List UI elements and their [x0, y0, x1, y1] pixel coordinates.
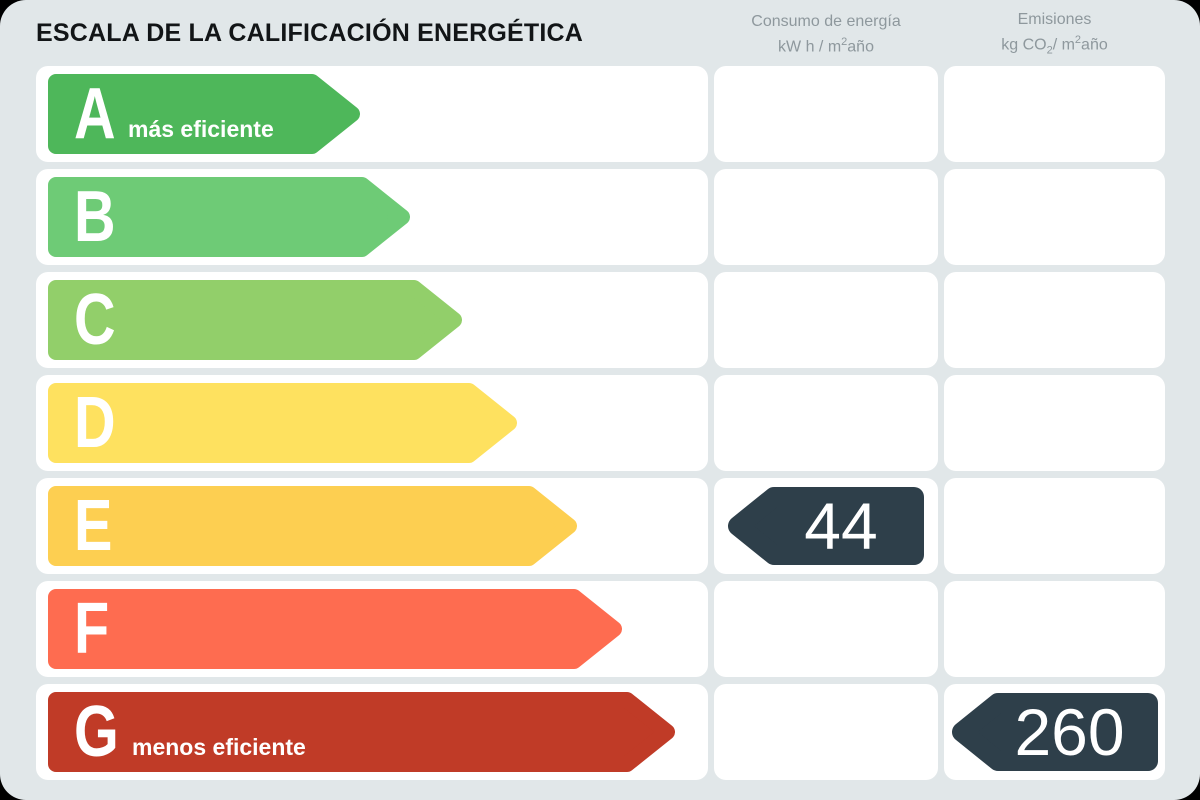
rating-row-f-bar-cell: F	[36, 581, 708, 677]
rating-letter-b: B	[74, 177, 116, 257]
emissions-value-arrow-shape	[951, 693, 1158, 771]
consumption-cell-e: 44	[714, 478, 938, 574]
emissions-column-header: Emisiones kg CO2/ m2año	[944, 6, 1165, 61]
rating-e-arrow-shape	[48, 486, 577, 566]
rating-a-arrow	[48, 74, 360, 154]
consumption-value: 44	[804, 489, 878, 563]
rating-letter-f: F	[74, 589, 110, 669]
consumption-unit-pre: kW h / m	[778, 38, 842, 56]
emissions-value-wrap: 260	[944, 684, 1165, 780]
emissions-cell-g: 260	[944, 684, 1165, 780]
consumption-unit-sup: 2	[841, 36, 848, 49]
consumption-unit-post: año	[847, 38, 874, 56]
rating-a-arrow-shape	[48, 74, 360, 154]
rating-b-arrow-shape	[48, 177, 410, 257]
rating-g-text: G menos eficiente	[74, 692, 306, 772]
rating-d-arrow	[48, 383, 517, 463]
rating-row-e-bar-cell: E	[36, 478, 708, 574]
rating-row-a-bar-cell: A más eficiente	[36, 66, 708, 162]
rating-e-text: E	[74, 486, 124, 566]
rating-a-text: A más eficiente	[74, 74, 274, 154]
rating-f-text: F	[74, 589, 120, 669]
rating-b-arrow	[48, 177, 410, 257]
rating-row-c-bar-cell: C	[36, 272, 708, 368]
emissions-cell-a	[944, 66, 1165, 162]
emissions-value-arrow: 260	[951, 693, 1158, 771]
emissions-cell-d	[944, 375, 1165, 471]
rating-c-arrow	[48, 280, 462, 360]
emissions-cell-b	[944, 169, 1165, 265]
consumption-value-arrow-shape	[728, 487, 924, 565]
consumption-cell-c	[714, 272, 938, 368]
rating-c-text: C	[74, 280, 128, 360]
emissions-value-arrow-svg	[951, 693, 1158, 771]
consumption-cell-g	[714, 684, 938, 780]
rating-label-a: más eficiente	[128, 115, 274, 142]
rating-g-arrow	[48, 692, 675, 772]
rating-letter-e: E	[74, 486, 113, 566]
emissions-cell-f	[944, 581, 1165, 677]
rating-letter-c: C	[74, 280, 116, 360]
consumption-header-units: kW h / m2año	[714, 32, 938, 57]
consumption-column-header: Consumo de energía kW h / m2año	[714, 8, 938, 57]
consumption-cell-f	[714, 581, 938, 677]
emissions-cell-e	[944, 478, 1165, 574]
emissions-unit-pre: kg CO	[1001, 36, 1047, 54]
rating-letter-g: G	[74, 692, 119, 772]
rating-row-d-bar-cell: D	[36, 375, 708, 471]
consumption-value-arrow: 44	[728, 487, 924, 565]
rating-letter-a: A	[74, 74, 116, 154]
emissions-unit-sub: 2	[1046, 44, 1053, 57]
emissions-header-line1: Emisiones	[1017, 10, 1092, 28]
rating-table: A más eficiente B C	[0, 66, 1200, 780]
header: ESCALA DE LA CALIFICACIÓN ENERGÉTICA Con…	[0, 0, 1200, 66]
page-title: ESCALA DE LA CALIFICACIÓN ENERGÉTICA	[36, 18, 584, 47]
consumption-cell-b	[714, 169, 938, 265]
rating-letter-d: D	[74, 383, 116, 463]
rating-d-text: D	[74, 383, 128, 463]
rating-g-arrow-shape	[48, 692, 675, 772]
rating-f-arrow-shape	[48, 589, 622, 669]
emissions-unit-sup: 2	[1074, 33, 1082, 46]
emissions-cell-c	[944, 272, 1165, 368]
consumption-value-wrap: 44	[714, 478, 938, 574]
rating-label-g: menos eficiente	[132, 733, 306, 760]
consumption-header-line1: Consumo de energía	[751, 13, 901, 31]
emissions-header-units: kg CO2/ m2año	[944, 30, 1165, 61]
rating-d-arrow-shape	[48, 383, 517, 463]
rating-e-arrow	[48, 486, 577, 566]
rating-row-g-bar-cell: G menos eficiente	[36, 684, 708, 780]
rating-b-text: B	[74, 177, 128, 257]
rating-row-b-bar-cell: B	[36, 169, 708, 265]
rating-c-arrow-shape	[48, 280, 462, 360]
emissions-value: 260	[1014, 695, 1125, 769]
emissions-unit-post: año	[1081, 36, 1108, 54]
consumption-cell-d	[714, 375, 938, 471]
emissions-unit-mid: / m	[1052, 36, 1075, 54]
consumption-cell-a	[714, 66, 938, 162]
consumption-value-arrow-svg	[728, 487, 924, 565]
rating-f-arrow	[48, 589, 622, 669]
